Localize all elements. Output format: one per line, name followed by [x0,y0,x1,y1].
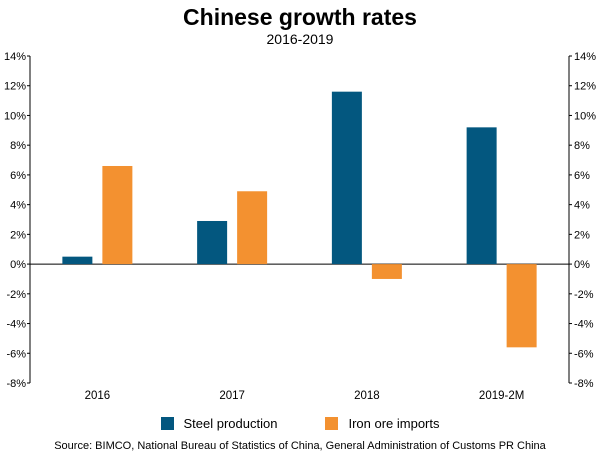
y-tick-label-right: 12% [574,81,596,93]
y-tick-label-left: -4% [6,319,26,331]
y-tick-label-left: 12% [4,81,26,93]
y-tick-label-right: -8% [574,378,594,390]
y-tick-label-right: 2% [574,229,590,241]
y-tick-label-left: 4% [10,200,26,212]
bar-steel-2016 [62,256,93,265]
bar-iron-2018 [371,264,402,279]
y-tick-label-left: 0% [10,259,26,271]
y-tick-label-left: -6% [6,348,26,360]
bar-iron-2017 [237,191,268,265]
legend-label-iron: Iron ore imports [348,416,440,431]
legend-label-steel: Steel production [183,416,278,431]
y-tick-label-right: 14% [574,51,596,63]
x-category-label: 2019-2M [479,390,524,402]
y-tick-label-left: 6% [10,170,26,182]
bars-group [62,91,537,348]
bar-steel-2017 [197,220,228,265]
y-tick-label-left: 14% [4,51,26,63]
y-tick-label-right: 8% [574,140,590,152]
y-tick-label-left: 8% [10,140,26,152]
y-tick-label-right: -2% [574,289,594,301]
source-note: Source: BIMCO, National Bureau of Statis… [54,440,546,452]
chart-subtitle: 2016-2019 [266,31,334,47]
labels-group: -8% -8% -6% -6% -4% -4% -2% -2% 0% 0% 2% 2% 4% 4% 6% 6%… [4,51,596,402]
y-tick-label-right: -4% [574,319,594,331]
x-category-label: 2018 [354,390,380,402]
y-tick-label-left: 10% [4,110,26,122]
legend-swatch-steel [160,417,174,430]
y-tick-label-right: 10% [574,110,596,122]
y-tick-label-right: 6% [574,170,590,182]
x-category-label: 2016 [85,390,111,402]
bar-steel-2019-2M [466,127,497,265]
y-tick-label-left: 2% [10,229,26,241]
bar-steel-2018 [331,91,362,265]
y-tick-label-left: -2% [6,289,26,301]
y-tick-label-left: -8% [6,378,26,390]
chart-title: Chinese growth rates [183,4,417,30]
bar-iron-2016 [102,165,133,265]
x-category-label: 2017 [219,390,245,402]
legend: Steel production Iron ore imports [0,416,600,431]
y-tick-label-right: 4% [574,200,590,212]
bar-iron-2019-2M [506,264,537,348]
legend-swatch-iron [325,417,339,430]
y-tick-label-right: -6% [574,348,594,360]
legend-item-iron: Iron ore imports [325,416,440,431]
legend-item-steel: Steel production [160,416,278,431]
y-tick-label-right: 0% [574,259,590,271]
